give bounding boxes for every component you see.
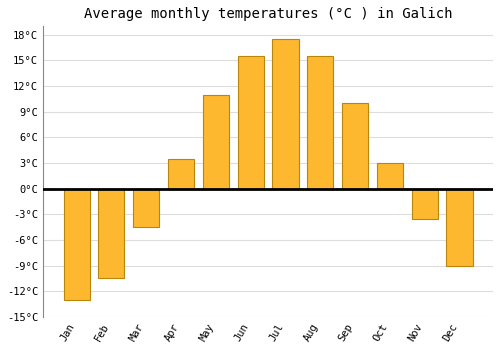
Bar [446,189,472,266]
Bar [133,189,160,227]
Bar [64,189,90,300]
Bar [342,103,368,189]
Bar [412,189,438,219]
Bar [307,56,334,189]
Bar [377,163,403,189]
Bar [98,189,124,279]
Title: Average monthly temperatures (°C ) in Galich: Average monthly temperatures (°C ) in Ga… [84,7,452,21]
Bar [203,94,229,189]
Bar [272,39,298,189]
Bar [168,159,194,189]
Bar [238,56,264,189]
